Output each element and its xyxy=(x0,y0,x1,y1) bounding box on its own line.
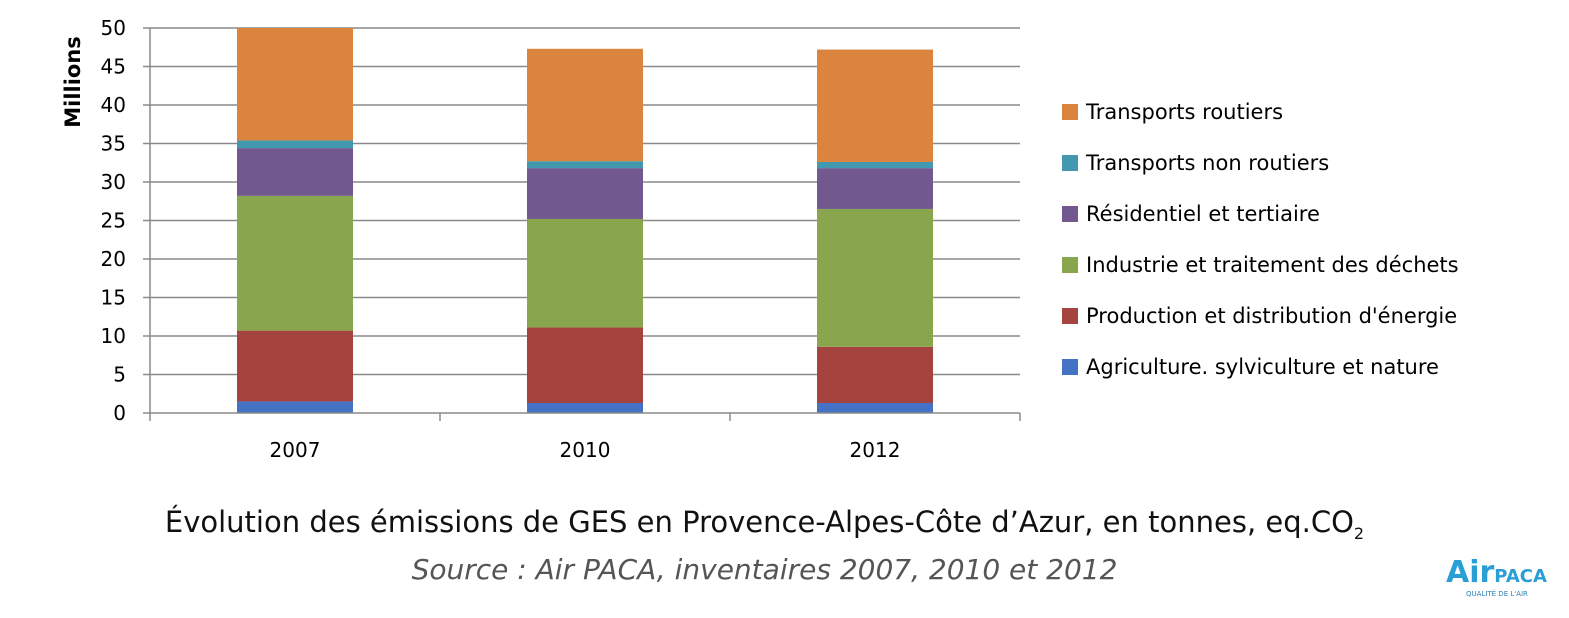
y-tick-label-5: 5 xyxy=(113,363,126,387)
bar-2007-series-0 xyxy=(237,401,353,413)
bars xyxy=(237,28,933,413)
legend-swatch xyxy=(1062,359,1078,375)
bar-2010-series-0 xyxy=(527,402,643,413)
bar-2007-series-5 xyxy=(237,28,353,141)
bar-2007-series-1 xyxy=(237,330,353,402)
legend-label: Résidentiel et tertiaire xyxy=(1086,202,1320,226)
legend-item-5: Transports routiers xyxy=(1062,96,1283,128)
legend-label: Transports non routiers xyxy=(1086,151,1330,175)
legend-label: Production et distribution d'énergie xyxy=(1086,304,1458,328)
x-tick-label-2007: 2007 xyxy=(270,438,321,462)
caption-title-subscript: 2 xyxy=(1353,523,1365,543)
airpaca-logo: AirPACA QUALITÉ DE L'AIR xyxy=(1444,556,1559,606)
legend-swatch xyxy=(1062,155,1078,171)
bar-2012-series-1 xyxy=(817,346,933,403)
stacked-bar-chart: 0 5 10 15 20 25 30 35 40 45 50 2007 2010 2012 Millio… xyxy=(61,16,1021,462)
legend-label: Transports routiers xyxy=(1086,100,1284,124)
y-tick-label-0: 0 xyxy=(113,401,126,425)
x-tick-label-2010: 2010 xyxy=(560,438,611,462)
y-tick-label-35: 35 xyxy=(101,132,126,156)
bar-2007-series-2 xyxy=(237,195,353,331)
y-tick-label-10: 10 xyxy=(101,324,126,348)
bar-2010-series-1 xyxy=(527,327,643,403)
logo-wordmark: AirPACA xyxy=(1446,556,1547,594)
x-tick-label-2012: 2012 xyxy=(850,438,901,462)
legend-label: Industrie et traitement des déchets xyxy=(1086,253,1459,277)
bar-2010-series-3 xyxy=(527,168,643,219)
y-tick-label-30: 30 xyxy=(101,170,126,194)
legend-item-3: Résidentiel et tertiaire xyxy=(1062,198,1320,230)
y-tick-label-40: 40 xyxy=(101,93,126,117)
legend-swatch xyxy=(1062,257,1078,273)
x-tick-labels: 2007 2010 2012 xyxy=(270,438,901,462)
bar-2007-series-3 xyxy=(237,148,353,196)
y-tick-labels: 0 5 10 15 20 25 30 35 40 45 50 xyxy=(101,16,126,425)
y-tick-label-50: 50 xyxy=(101,16,126,40)
chart-caption-source: Source : Air PACA, inventaires 2007, 201… xyxy=(411,553,1118,586)
axes xyxy=(143,27,1021,421)
chart-caption-title: Évolution des émissions de GES en Proven… xyxy=(0,505,1529,543)
y-tick-label-25: 25 xyxy=(101,209,126,233)
legend-swatch xyxy=(1062,206,1078,222)
bar-2012-series-0 xyxy=(817,402,933,413)
y-axis-label: Millions xyxy=(61,36,85,128)
caption-title-text: Évolution des émissions de GES en Proven… xyxy=(164,505,1354,539)
legend-swatch xyxy=(1062,308,1078,324)
legend-label: Agriculture. sylviculture et nature xyxy=(1086,355,1439,379)
bar-2010-series-2 xyxy=(527,218,643,328)
bar-2012-series-2 xyxy=(817,208,933,347)
logo-text-secondary: PACA xyxy=(1494,566,1547,587)
y-tick-label-20: 20 xyxy=(101,247,126,271)
legend-item-0: Agriculture. sylviculture et nature xyxy=(1062,351,1439,383)
legend-item-1: Production et distribution d'énergie xyxy=(1062,300,1457,332)
y-tick-label-15: 15 xyxy=(101,286,126,310)
bar-2012-series-4 xyxy=(817,161,933,169)
y-tick-label-45: 45 xyxy=(101,55,126,79)
bar-2012-series-3 xyxy=(817,168,933,209)
legend-item-2: Industrie et traitement des déchets xyxy=(1062,249,1459,281)
bar-2007-series-4 xyxy=(237,140,353,149)
legend-item-4: Transports non routiers xyxy=(1062,147,1329,179)
legend-swatch xyxy=(1062,104,1078,120)
bar-2010-series-5 xyxy=(527,48,643,162)
logo-text-main: Air xyxy=(1446,555,1495,590)
logo-tagline: QUALITÉ DE L'AIR xyxy=(1466,590,1528,598)
bar-2010-series-4 xyxy=(527,161,643,169)
bar-2012-series-5 xyxy=(817,49,933,162)
